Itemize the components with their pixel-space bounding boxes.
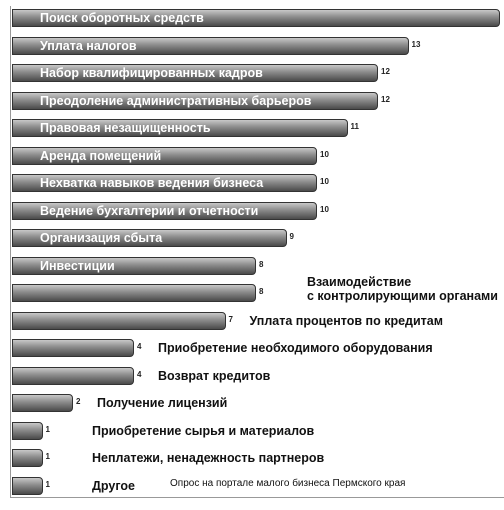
- bar: [12, 119, 348, 137]
- bar: [12, 91, 378, 110]
- category-label: Набор квалифицированных кадров: [40, 66, 263, 80]
- category-label: Неплатежи, ненадежность партнеров: [92, 451, 325, 465]
- x-axis: [10, 497, 504, 498]
- value-label: 8: [259, 259, 264, 269]
- bar: [12, 394, 73, 412]
- category-label: Поиск оборотных средств: [40, 11, 204, 25]
- value-label: 7: [228, 314, 233, 324]
- value-label: 11: [350, 122, 359, 131]
- y-axis: [10, 6, 11, 497]
- category-label: Преодоление административных барьеров: [40, 93, 312, 108]
- bar: [12, 201, 317, 220]
- category-label: Организация сбыта: [40, 231, 163, 245]
- category-label: Получение лицензий: [97, 396, 228, 410]
- value-label: 13: [411, 39, 421, 49]
- bar: [12, 339, 134, 357]
- category-label: Возврат кредитов: [158, 368, 271, 383]
- bar: [12, 146, 317, 165]
- bar: [12, 449, 43, 467]
- bar: [12, 174, 317, 192]
- category-label: Другое: [92, 478, 135, 493]
- category-label: Приобретение необходимого оборудования: [158, 341, 433, 355]
- value-label: 12: [381, 94, 390, 104]
- value-label: 8: [259, 287, 264, 296]
- bar: [12, 366, 134, 385]
- value-label: 2: [76, 397, 81, 406]
- value-label: 10: [320, 204, 329, 214]
- value-label: 1: [45, 424, 50, 434]
- bar: [12, 229, 287, 247]
- bar: [12, 311, 226, 330]
- category-label: Уплата процентов по кредитам: [249, 313, 444, 328]
- category-label: Нехватка навыков ведения бизнеса: [40, 176, 264, 190]
- category-label: Правовая незащищенность: [40, 121, 211, 135]
- category-label: Ведение бухгалтерии и отчетности: [40, 203, 259, 218]
- value-label: 12: [381, 67, 390, 76]
- value-label: 9: [289, 232, 294, 241]
- bar: [12, 64, 378, 82]
- value-label: 1: [45, 479, 50, 489]
- annotation: Опрос на портале малого бизнеса Пермског…: [170, 478, 406, 489]
- category-label: Уплата налогов: [40, 38, 137, 53]
- category-label: Взаимодействие с контролирующими органам…: [306, 275, 498, 303]
- bar: [12, 256, 256, 275]
- value-label: 10: [320, 177, 329, 186]
- category-label: Аренда помещений: [40, 148, 162, 163]
- bar: [12, 36, 409, 55]
- bar: [12, 284, 256, 302]
- bar: [12, 421, 43, 440]
- value-label: 10: [320, 149, 329, 159]
- category-label: Приобретение сырья и материалов: [92, 423, 315, 438]
- bar: [12, 9, 500, 27]
- value-label: 4: [137, 369, 142, 379]
- category-label: Инвестиции: [40, 258, 115, 273]
- bar: [12, 476, 43, 495]
- value-label: 4: [137, 342, 142, 351]
- value-label: 1: [45, 452, 50, 461]
